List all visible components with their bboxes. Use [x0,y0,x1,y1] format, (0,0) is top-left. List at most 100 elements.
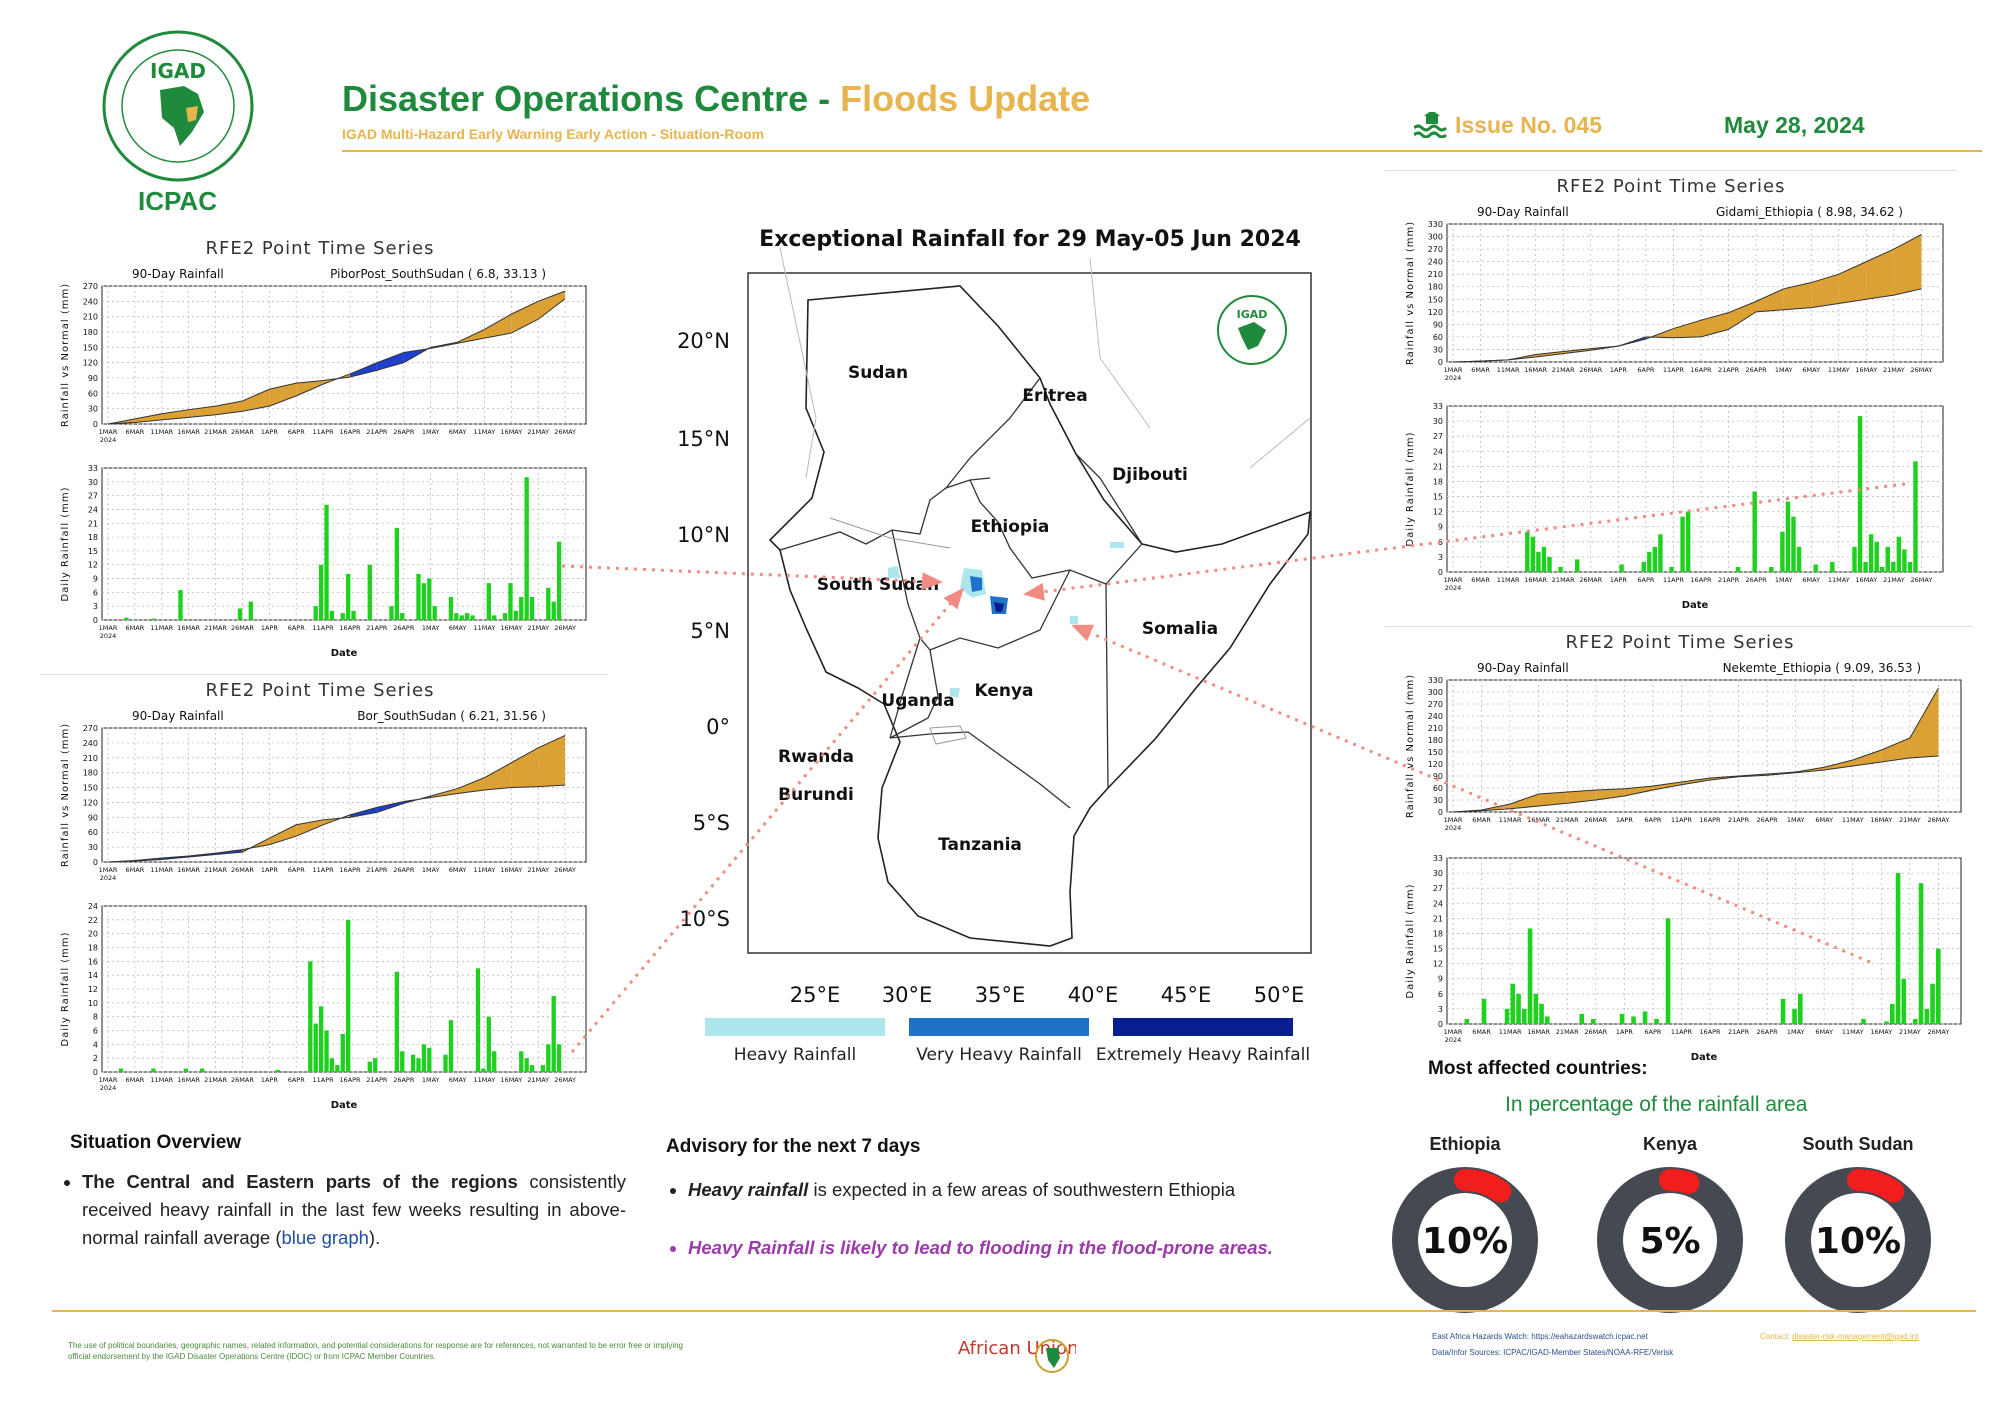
x-tick-label: 6MAR [126,866,145,874]
lat-tick-label: 0° [706,715,730,739]
above-normal-area [1510,794,1539,809]
rain-bar [389,606,394,620]
y-axis-label: Rainfall vs Normal (mm) [1405,674,1416,818]
x-tick-label: 6APR [288,624,306,632]
region-outline [768,285,1311,947]
y-tick-label: 24 [88,902,98,911]
rain-bar [1680,516,1685,572]
below-normal-area [350,362,377,377]
label-ethiopia: Ethiopia [971,517,1050,537]
rain-bar [1545,1016,1550,1024]
x-tick-label: 11MAR [1499,1028,1522,1036]
y-tick-label: 90 [1433,320,1443,329]
y-axis-label: Daily Rainfall (mm) [1405,883,1416,998]
above-normal-area [1538,792,1568,806]
year-label: 2024 [1445,584,1462,592]
y-tick-label: 4 [93,1040,98,1049]
rain-bar [1798,993,1803,1024]
chart-title: RFE2 Point Time Series [1566,632,1795,653]
donut-svg: 10% [1785,1167,1931,1313]
rain-bar [1913,461,1918,572]
x-tick-label: 21MAR [204,1076,227,1084]
map-figure: Exceptional Rainfall for 29 May-05 Jun 2… [677,227,1312,1065]
donut-percent: 5% [1639,1221,1700,1262]
situation-body: The Central and Eastern parts of the reg… [56,1168,626,1266]
border-sudan-south [779,477,991,551]
map-igad-logo: IGAD [1217,295,1287,365]
rain-bar [519,596,524,620]
above-normal-area [1567,790,1596,804]
rain-bar [475,968,481,1072]
rain-bar [519,1051,524,1072]
rain-bar [540,1065,546,1072]
above-normal-area [511,747,539,788]
y-tick-label: 90 [88,813,98,822]
rain-bar [513,610,519,620]
legend-label: Very Heavy Rainfall [916,1045,1082,1065]
rain-bar [318,1006,324,1072]
outer-line [779,247,817,479]
rain-bar [1579,1013,1585,1024]
rain-bar [1885,546,1890,572]
rain-bar [318,564,324,620]
label-uganda: Uganda [881,691,954,711]
y-tick-label: 21 [1433,914,1443,923]
x-tick-label: 21MAR [204,624,227,632]
rain-bar [486,1016,491,1072]
y-tick-label: 18 [88,944,98,953]
year-label: 2024 [100,874,117,882]
above-normal-area [1881,738,1910,762]
donut-svg: 5% [1597,1167,1743,1313]
x-tick-label: 11MAR [150,624,173,632]
blue-graph-link[interactable]: blue graph [281,1227,369,1248]
rain-bar [1918,883,1924,1024]
affected-country-label: South Sudan [1802,1134,1914,1154]
x-tick-label: 6APR [288,866,306,874]
contact-email-link[interactable]: disaster-risk-management@igad.int [1792,1332,1919,1341]
y-tick-label: 270 [83,282,98,291]
legend-label: Extremely Heavy Rainfall [1096,1045,1310,1065]
x-tick-label: 21MAR [1556,1028,1579,1036]
arrow-nekemte [1071,624,1871,964]
plot-frame [101,285,587,425]
rain-bar [556,541,562,620]
x-tick-label: 21MAR [1552,366,1575,374]
x-tick-label: 11MAR [150,1076,173,1084]
rain-bar [486,583,491,620]
y-tick-label: 24 [1433,899,1443,908]
above-normal-area [538,735,566,787]
below-normal-area [350,807,377,818]
chart-location: PiborPost_SouthSudan ( 6.8, 33.13 ) [330,267,546,281]
situation-heading: Situation Overview [70,1132,242,1153]
rain-bar [346,919,351,1072]
rainfall-map: Exceptional Rainfall for 29 May-05 Jun 2… [630,218,1350,1078]
plot-frame [1446,857,1962,1025]
rain-bar [1902,549,1907,572]
legend-swatch-very-heavy [909,1018,1089,1036]
x-tick-label: 1MAR [1444,366,1463,374]
y-tick-label: 150 [1428,295,1443,304]
lon-tick-label: 45°E [1161,983,1212,1007]
above-normal-area [1535,351,1564,357]
x-tick-label: 16APR [1690,576,1712,584]
rain-bar [1522,1008,1527,1024]
y-tick-label: 12 [1433,960,1443,969]
daily-rainfall-chart: 0 3 6 9 12 15 18 21 24 27 30 33 1MAR 6MAR 11MAR 16MAR 21… [40,462,600,667]
y-tick-label: 240 [83,297,98,306]
x-tick-label: 1MAY [1787,1028,1805,1036]
lat-tick-label: 10°N [677,523,730,547]
year-label: 2024 [100,1084,117,1092]
x-tick-label: 26MAR [1584,816,1607,824]
rainfall-vs-normal-chart: RFE2 Point Time Series 90-Day Rainfall Gid… [1385,170,1957,401]
x-tick-label: 26MAR [231,1076,254,1084]
x-tick-label: 11MAR [1497,576,1520,584]
x-tick-label: 1APR [1616,816,1634,824]
donut-percent: 10% [1422,1221,1508,1262]
rainfall-vs-normal-chart: RFE2 Point Time Series 90-Day Rainfall Bor… [40,674,600,901]
rain-bar [459,615,464,620]
actual-line [1452,687,1939,813]
rain-bar [1874,541,1879,572]
x-tick-label: 16MAR [177,866,200,874]
below-normal-area [376,352,404,371]
